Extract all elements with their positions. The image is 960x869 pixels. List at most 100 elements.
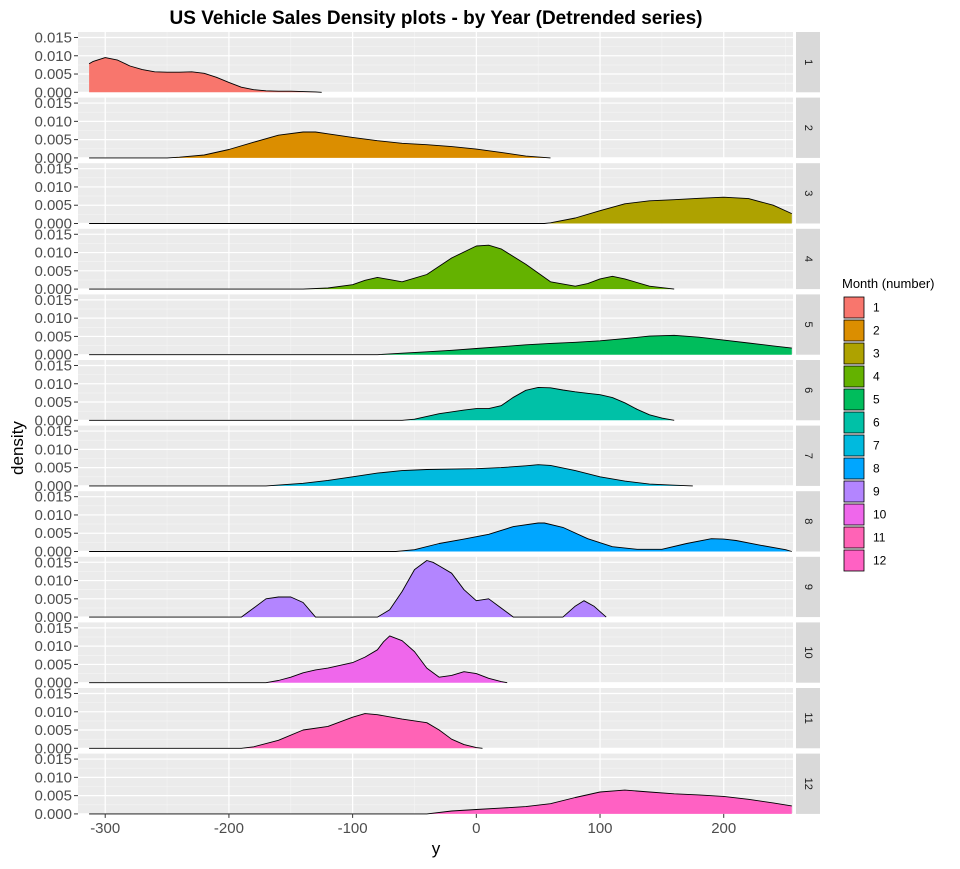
y-tick-label: 0.015 (34, 423, 72, 440)
y-tick-label: 0.010 (34, 376, 72, 393)
legend-item: 5 (843, 388, 880, 411)
facet-strip (796, 753, 820, 814)
major-x-gridlines (104, 556, 725, 618)
facet-strip-label: 3 (802, 190, 814, 196)
y-tick-label: 0.015 (34, 95, 72, 112)
y-tick-label: 0.010 (34, 573, 72, 590)
density-area-month-10 (89, 635, 508, 683)
y-tick-label: 0.000 (34, 347, 72, 364)
y-tick-label: 0.005 (34, 591, 72, 608)
facet-strip-label: 2 (802, 125, 814, 131)
facet-strip-label: 8 (802, 518, 814, 524)
facet-strip (796, 228, 820, 290)
density-area-month-2 (89, 132, 551, 158)
density-area-month-4 (89, 245, 675, 290)
x-tick-label: -100 (338, 820, 368, 837)
legend-item: 8 (843, 457, 880, 480)
y-tick-label: 0.015 (34, 226, 72, 243)
legend-swatch (843, 365, 865, 388)
y-tick-label: 0.010 (34, 113, 72, 130)
legend-swatch (843, 549, 865, 572)
facet-strip (796, 622, 820, 683)
legend-swatch (843, 503, 865, 526)
legend-swatch (843, 457, 865, 480)
x-tick-label: 100 (588, 820, 613, 837)
y-tick-label: 0.010 (34, 769, 72, 786)
legend-label: 8 (873, 462, 880, 476)
legend-swatch (843, 296, 865, 319)
y-tick-label: 0.015 (34, 685, 72, 702)
y-tick-label: 0.010 (34, 48, 72, 65)
minor-x-gridlines (166, 556, 786, 618)
legend-swatch (843, 342, 865, 365)
y-tick-label: 0.015 (34, 292, 72, 309)
minor-y-gridlines (78, 505, 793, 543)
major-x-gridlines (104, 97, 725, 158)
minor-x-gridlines (166, 294, 786, 355)
density-line-month-9 (89, 560, 607, 618)
y-tick-label: 0.010 (34, 441, 72, 458)
y-tick-label: 0.005 (34, 525, 72, 542)
legend-label: 10 (873, 508, 887, 522)
x-axis: -300 -200 -100 0 100 200 (90, 813, 736, 837)
y-tick-label: 0.000 (34, 412, 72, 429)
panel-background (78, 622, 793, 683)
density-line-month-2 (89, 131, 551, 159)
y-tick-label: 0.015 (34, 554, 72, 571)
y-tick-label: 0.005 (34, 656, 72, 673)
legend-swatch (843, 411, 865, 434)
y-tick-label: 0.000 (34, 216, 72, 233)
legend-title: Month (number) (842, 276, 934, 291)
facet-strip-label: 7 (802, 453, 814, 459)
y-tick-label: 0.005 (34, 197, 72, 214)
facet-strip-label: 10 (802, 646, 814, 658)
facet-strip (796, 491, 820, 552)
facet-strip (796, 97, 820, 158)
legend-swatch (843, 319, 865, 342)
y-tick-label: 0.000 (34, 544, 72, 561)
y-tick-label: 0.005 (34, 460, 72, 477)
y-tick-label: 0.015 (34, 620, 72, 637)
minor-x-gridlines (166, 32, 786, 93)
density-line-month-12 (89, 789, 792, 815)
legend-label: 12 (873, 554, 887, 568)
density-line-month-1 (88, 57, 322, 93)
legend-item: 1 (843, 296, 880, 319)
minor-x-gridlines (166, 753, 786, 814)
density-line-month-11 (89, 713, 483, 749)
x-tick-label: 200 (711, 820, 736, 837)
minor-y-gridlines (78, 636, 793, 674)
panel-background (78, 491, 793, 552)
x-axis-title: y (432, 839, 441, 858)
y-tick-label: 0.010 (34, 245, 72, 262)
y-tick-label: 0.005 (34, 328, 72, 345)
y-tick-label: 0.000 (34, 740, 72, 757)
density-area-month-6 (89, 387, 675, 421)
facet-strip (796, 32, 820, 93)
legend-label: 7 (873, 439, 880, 453)
legend-label: 4 (873, 370, 880, 384)
x-tick-label: -200 (214, 820, 244, 837)
legend-label: 1 (873, 301, 880, 315)
legend-item: 11 (843, 526, 886, 549)
facet-strip (796, 163, 820, 224)
chart-title: US Vehicle Sales Density plots - by Year… (170, 8, 703, 29)
facet-strip-label: 12 (802, 778, 814, 790)
legend-label: 9 (873, 485, 880, 499)
legend-swatch (843, 526, 865, 549)
legend-label: 6 (873, 416, 880, 430)
